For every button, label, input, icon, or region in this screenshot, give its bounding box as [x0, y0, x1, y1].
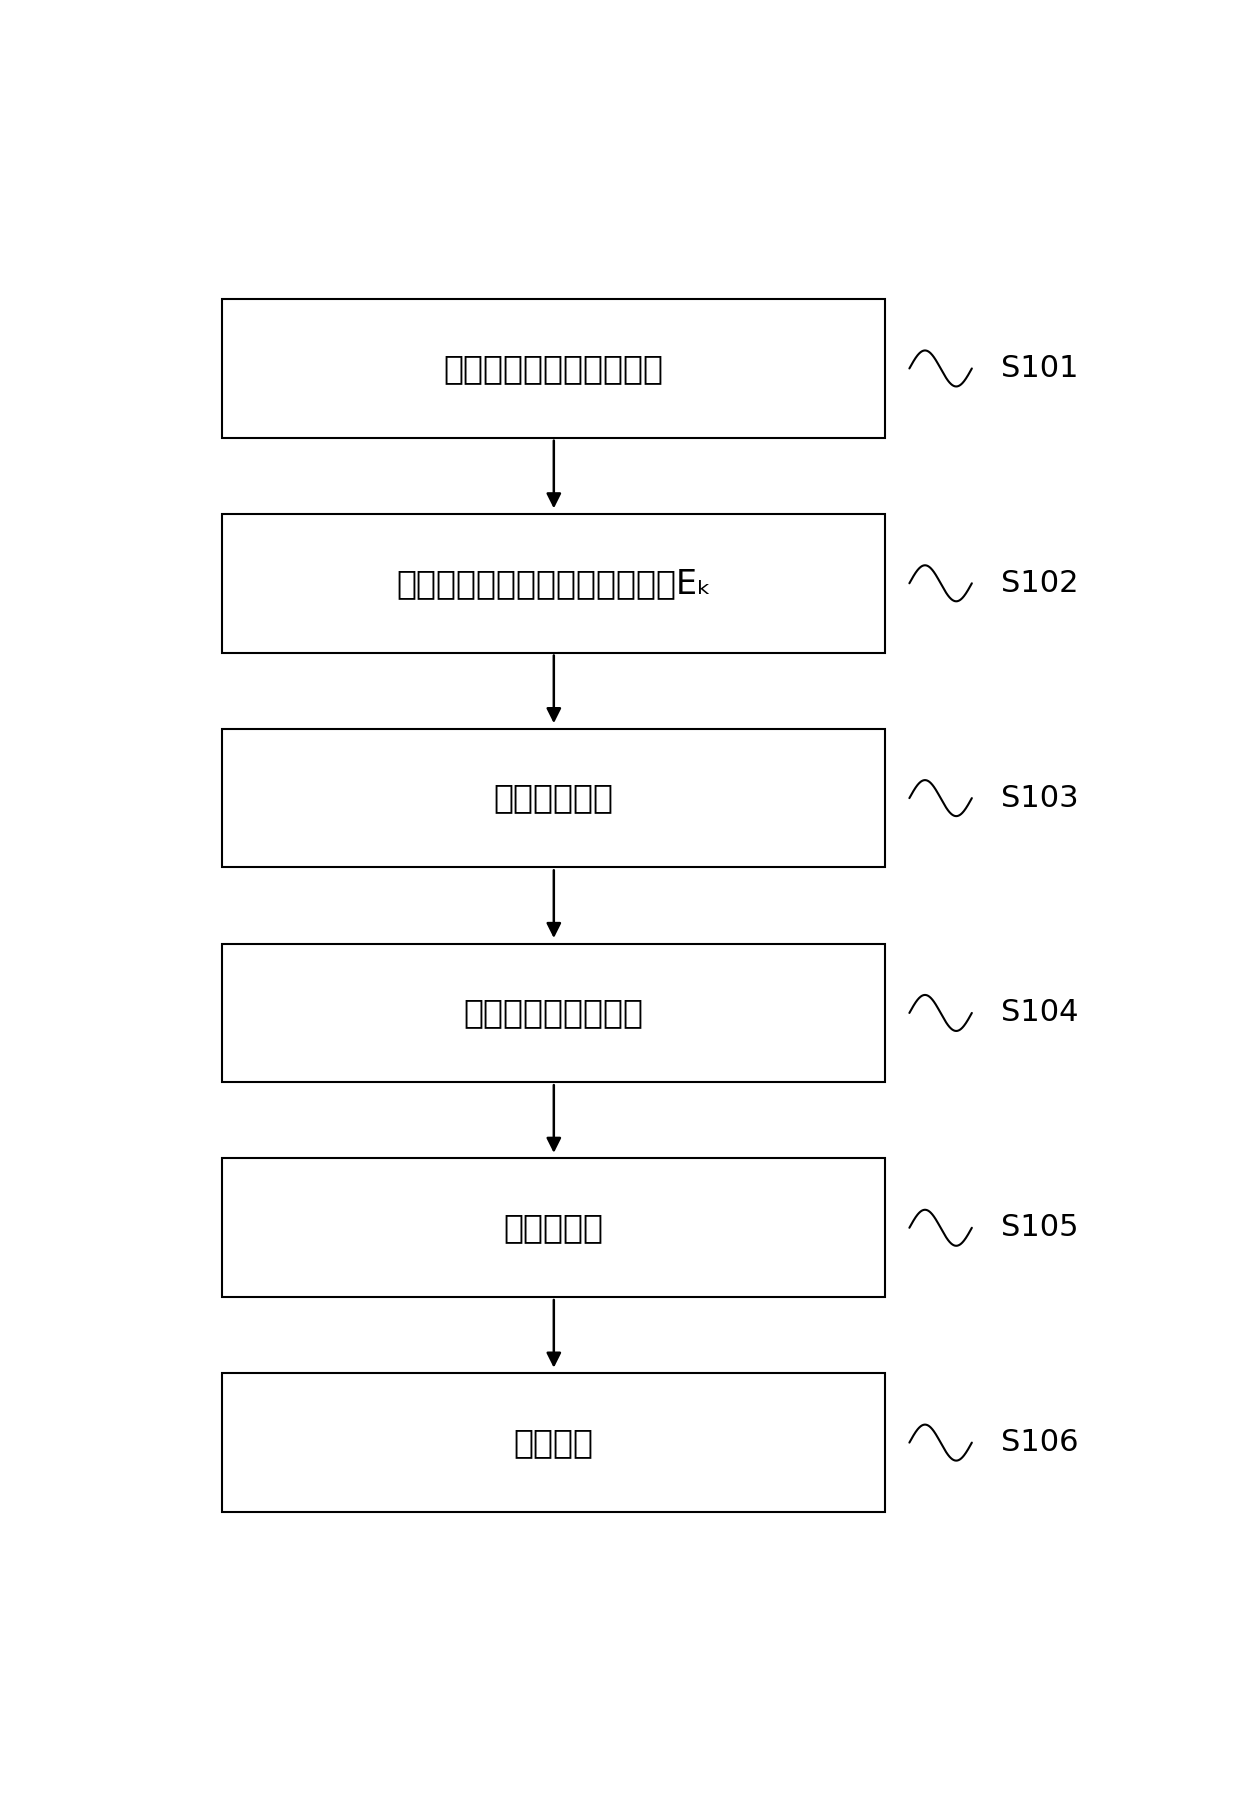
Text: 根据各分帧段的能量値获取能量Eₖ: 根据各分帧段的能量値获取能量Eₖ: [397, 567, 712, 599]
Bar: [222, 1373, 885, 1512]
Text: 识别噪音句: 识别噪音句: [503, 1211, 604, 1244]
Bar: [222, 1159, 885, 1298]
Bar: [222, 299, 885, 437]
Text: S101: S101: [1001, 355, 1079, 383]
Text: 根据音频获取多个分帧段: 根据音频获取多个分帧段: [444, 353, 663, 385]
Text: S104: S104: [1001, 999, 1079, 1028]
Text: 对每句进行谱燵分析: 对每句进行谱燵分析: [464, 997, 644, 1030]
Bar: [222, 729, 885, 868]
Text: S103: S103: [1001, 783, 1079, 812]
Text: 合并为独立句: 合并为独立句: [494, 781, 614, 815]
Text: 获取断句: 获取断句: [513, 1426, 594, 1460]
Bar: [222, 943, 885, 1082]
Text: S106: S106: [1001, 1427, 1079, 1458]
Bar: [222, 515, 885, 653]
Text: S102: S102: [1001, 569, 1079, 598]
Text: S105: S105: [1001, 1213, 1079, 1242]
